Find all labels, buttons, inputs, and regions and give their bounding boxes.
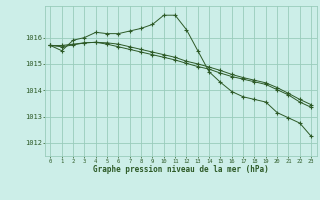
X-axis label: Graphe pression niveau de la mer (hPa): Graphe pression niveau de la mer (hPa) [93, 165, 269, 174]
